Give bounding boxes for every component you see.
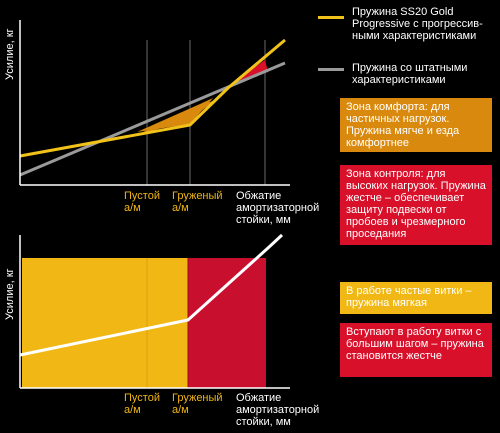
legend-progressive-swatch bbox=[318, 16, 344, 19]
legend-standard-swatch bbox=[318, 68, 344, 71]
bottom-x-label-empty: Пустой а/м bbox=[124, 392, 160, 416]
top-y-axis-label: Усилие, кг bbox=[4, 28, 16, 80]
top-x-label-empty: Пустой а/м bbox=[124, 190, 160, 214]
bottom-x-label-loaded: Груженый а/м bbox=[172, 392, 223, 416]
legend-progressive-label: Пружина SS20 Gold Progressive с прогресс… bbox=[352, 6, 483, 42]
top-progressive-line bbox=[19, 38, 286, 158]
bottom-stiff-area bbox=[188, 258, 266, 388]
control-zone-box: Зона контроля: для высоких нагрузок. Пру… bbox=[340, 165, 492, 245]
legend-standard-label: Пружина со штатными характеристиками bbox=[352, 62, 468, 86]
top-x-label-compression: Обжатие амортизаторной стойки, мм bbox=[236, 190, 320, 226]
top-comfort-zone-2 bbox=[137, 98, 213, 132]
top-standard-line bbox=[19, 61, 286, 177]
soft-coils-box: В работе частые витки – пружина мягкая bbox=[340, 282, 492, 314]
bottom-x-label-compression: Обжатие амортизаторной стойки, мм bbox=[236, 392, 320, 428]
comfort-zone-box: Зона комфорта: для частичных нагрузок. П… bbox=[340, 98, 492, 152]
bottom-progressive-line bbox=[19, 233, 284, 357]
bottom-y-axis-label: Усилие, кг bbox=[4, 268, 16, 320]
top-x-label-loaded: Груженый а/м bbox=[172, 190, 223, 214]
stiff-coils-box: Вступают в работу витки с большим шагом … bbox=[340, 323, 492, 377]
bottom-soft-area bbox=[22, 258, 188, 388]
